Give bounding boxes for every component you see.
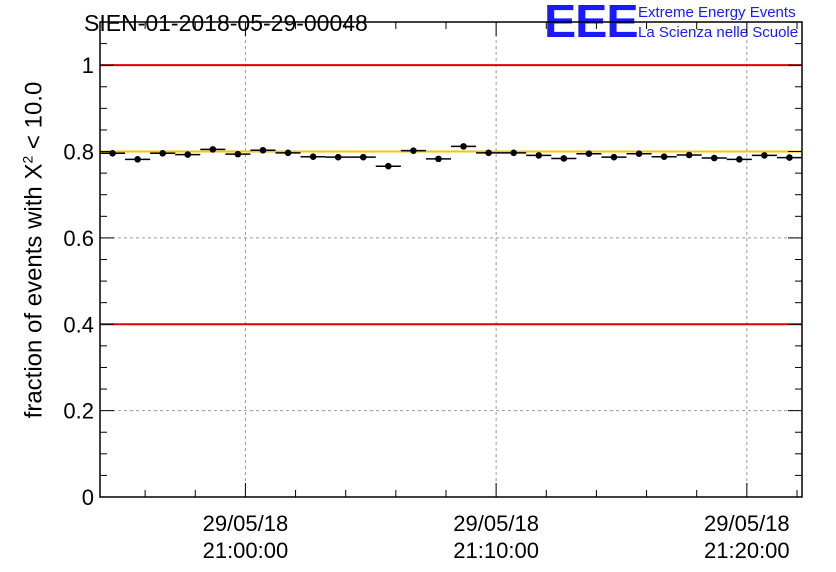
- tick-labels: 00.20.40.60.8129/05/1821:00:0029/05/1821…: [63, 53, 789, 563]
- data-point: [410, 147, 417, 154]
- data-point: [736, 156, 743, 163]
- data-point: [109, 149, 116, 157]
- grid-lines: [100, 22, 802, 497]
- data-point: [710, 154, 718, 162]
- data-point: [159, 149, 166, 157]
- plot-border: [99, 21, 803, 498]
- x-tick-label-time: 21:20:00: [704, 538, 790, 563]
- limit-lines: [100, 64, 802, 326]
- data-point: [685, 151, 693, 159]
- x-tick-label-date: 29/05/18: [453, 511, 539, 536]
- data-point: [435, 155, 442, 163]
- data-point: [284, 149, 292, 157]
- x-tick-label-time: 21:00:00: [203, 538, 289, 563]
- data-point: [334, 153, 342, 161]
- data-point: [485, 149, 492, 157]
- x-tick-label-date: 29/05/18: [704, 511, 790, 536]
- data-point: [259, 146, 267, 154]
- data-point: [761, 152, 768, 159]
- data-point: [184, 151, 192, 158]
- chart-title: SIEN-01-2018-05-29-00048: [84, 10, 368, 36]
- data-point: [786, 154, 793, 161]
- data-point: [234, 150, 242, 158]
- plot-frame: [99, 21, 803, 498]
- data-point: [134, 156, 141, 163]
- data-point: [209, 146, 217, 153]
- data-point: [660, 153, 668, 161]
- y-tick-label: 0.6: [63, 226, 94, 251]
- data-point: [535, 152, 543, 159]
- y-tick-label: 0.4: [63, 312, 94, 337]
- axis-ticks: [100, 21, 802, 498]
- data-point: [309, 153, 317, 161]
- data-series: [100, 143, 802, 170]
- y-tick-label: 0: [82, 485, 94, 510]
- data-point: [610, 153, 618, 161]
- data-point: [460, 143, 467, 150]
- y-tick-label: 0.8: [63, 140, 94, 165]
- x-tick-label-time: 21:10:00: [453, 538, 539, 563]
- data-point: [635, 150, 643, 158]
- data-point: [359, 153, 367, 161]
- x-tick-label-date: 29/05/18: [203, 511, 289, 536]
- data-point: [510, 149, 517, 157]
- logo-line-1: Extreme Energy Events: [638, 4, 796, 21]
- y-tick-label: 0.2: [63, 399, 94, 424]
- data-point: [585, 150, 593, 158]
- y-tick-label: 1: [82, 53, 94, 78]
- logo-line-2: La Scienza nelle Scuole: [638, 24, 799, 41]
- data-point: [385, 162, 392, 170]
- data-point: [560, 155, 568, 162]
